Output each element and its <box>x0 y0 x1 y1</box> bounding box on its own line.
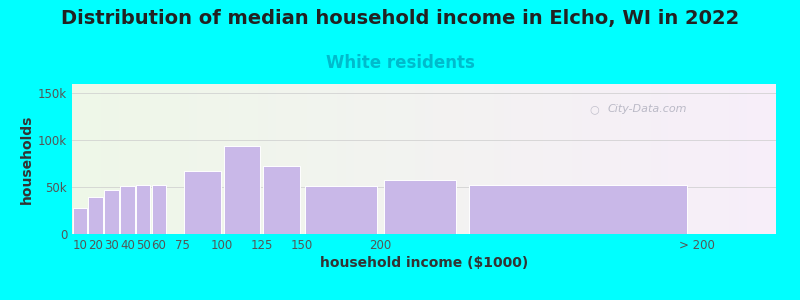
Bar <box>305 186 378 234</box>
Bar <box>73 208 87 234</box>
Bar <box>384 180 457 234</box>
Bar <box>136 185 150 234</box>
Bar <box>184 171 221 234</box>
Text: Distribution of median household income in Elcho, WI in 2022: Distribution of median household income … <box>61 9 739 28</box>
Bar <box>120 186 134 234</box>
Bar <box>263 166 300 234</box>
Bar <box>224 146 260 234</box>
Text: ○: ○ <box>590 104 599 115</box>
Bar <box>152 185 166 234</box>
Y-axis label: households: households <box>20 114 34 204</box>
Bar <box>469 185 687 234</box>
Text: City-Data.com: City-Data.com <box>607 104 686 115</box>
Bar <box>89 196 103 234</box>
Bar <box>104 190 119 234</box>
X-axis label: household income ($1000): household income ($1000) <box>320 256 528 270</box>
Text: White residents: White residents <box>326 54 474 72</box>
